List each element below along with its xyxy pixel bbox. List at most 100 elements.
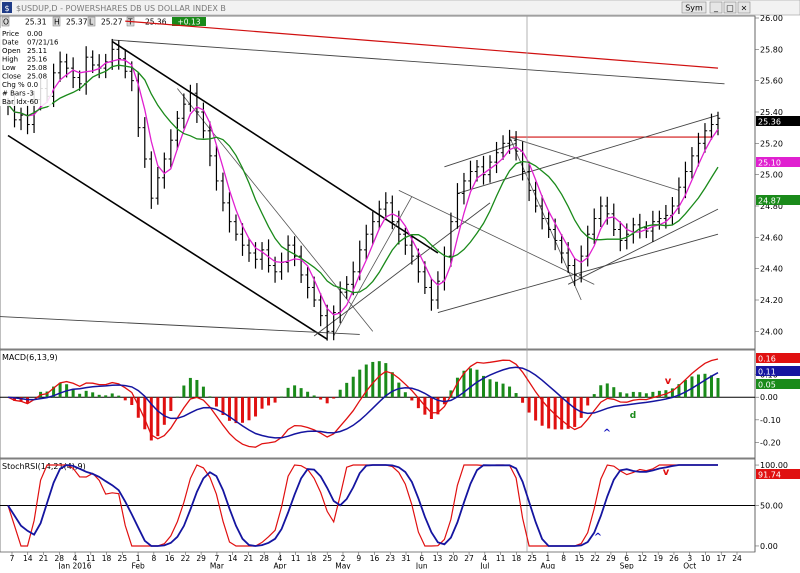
x-month-label: Jul [479, 562, 489, 570]
macd-hist-bar [580, 397, 583, 418]
price-tick-label: 25.60 [760, 77, 783, 86]
macd-hist-bar [319, 397, 322, 399]
price-label: 25.36 [756, 116, 800, 127]
macd-hist-bar [410, 397, 413, 400]
macd-hist-bar [515, 393, 518, 397]
x-day-label: 22 [181, 554, 191, 563]
open-label: O [3, 18, 9, 27]
x-day-label: 14 [228, 554, 238, 563]
macd-hist-bar [710, 375, 713, 397]
macd-hist-bar [684, 380, 687, 397]
x-day-label: 17 [716, 554, 726, 563]
info-label: Price [2, 30, 19, 38]
macd-hist-bar [267, 397, 270, 405]
x-day-label: 31 [401, 554, 411, 563]
x-month-label: May [335, 562, 351, 570]
macd-tick-label: -0.20 [760, 438, 781, 447]
macd-hist-bar [404, 392, 407, 397]
x-month-label: Jun [415, 562, 428, 570]
x-day-label: 25 [118, 554, 128, 563]
macd-hist-bar [156, 397, 159, 436]
info-value: 25.11 [27, 47, 47, 55]
x-day-label: 18 [102, 554, 112, 563]
chart-title: $USDUP,D - POWERSHARES DB US DOLLAR INDE… [16, 4, 226, 13]
price-tick-label: 24.60 [760, 233, 783, 242]
x-day-label: 23 [385, 554, 395, 563]
macd-hist-bar [332, 397, 335, 398]
info-label: Open [2, 47, 21, 55]
macd-title: MACD(6,13,9) [2, 353, 58, 362]
macd-hist-bar [300, 388, 303, 397]
macd-hist-bar [619, 392, 622, 397]
macd-hist-bar [560, 397, 563, 429]
macd-hist-bar [143, 397, 146, 429]
macd-hist-bar [612, 387, 615, 397]
macd-buy-marker: ^ [603, 428, 611, 439]
svg-text:25.36: 25.36 [758, 118, 781, 127]
price-tick-label: 26.00 [760, 14, 783, 23]
svg-text:0.16: 0.16 [758, 355, 776, 364]
x-day-label: 24 [732, 554, 742, 563]
macd-hist-label: 0.05 [756, 379, 800, 390]
macd-hist-bar [111, 393, 114, 397]
macd-hist-bar [234, 397, 237, 423]
info-label: High [2, 56, 18, 64]
macd-hist-bar [717, 378, 720, 397]
macd-hist-bar [208, 396, 211, 397]
macd-d-marker: d [630, 411, 636, 421]
symbol-button-label: Sym [685, 4, 703, 13]
info-value: 25.16 [27, 56, 48, 64]
macd-hist-bar [547, 397, 550, 428]
x-day-label: 22 [590, 554, 600, 563]
ma-fast-label: 25.10 [756, 157, 800, 168]
x-day-label: 10 [701, 554, 711, 563]
macd-hist-bar [534, 397, 537, 420]
macd-signal-label: 0.11 [756, 366, 800, 377]
x-day-label: 28 [259, 554, 269, 563]
svg-text:0.11: 0.11 [758, 368, 776, 377]
x-day-label: 18 [307, 554, 317, 563]
price-tick-label: 25.40 [760, 108, 783, 117]
maximize-icon: □ [726, 4, 734, 13]
x-day-label: 21 [244, 554, 254, 563]
x-month-label: Sep [620, 562, 634, 570]
macd-hist-bar [293, 385, 296, 397]
macd-hist-bar [606, 383, 609, 397]
macd-hist-bar [391, 372, 394, 397]
x-month-label: Mar [210, 562, 225, 570]
macd-hist-bar [651, 392, 654, 397]
macd-hist-bar [306, 392, 309, 397]
open-value: 25.31 [25, 18, 47, 27]
x-month-label: Jan 2016 [58, 562, 92, 570]
info-value: 0.00 [27, 30, 43, 38]
info-value: 07/21/16 [27, 39, 59, 47]
macd-hist-bar [632, 392, 635, 397]
x-day-label: 14 [23, 554, 33, 563]
macd-hist-bar [502, 384, 505, 398]
price-tick-label: 25.20 [760, 139, 783, 148]
macd-hist-bar [248, 397, 251, 420]
x-day-label: 16 [370, 554, 380, 563]
ma-slow-label: 24.87 [756, 195, 800, 206]
info-label: Chg % [2, 81, 25, 89]
macd-hist-bar [124, 397, 127, 400]
macd-hist-bar [397, 383, 400, 398]
macd-hist-bar [85, 391, 88, 397]
macd-hist-bar [215, 397, 218, 406]
close-value: 25.36 [145, 18, 167, 27]
info-value: 25.08 [27, 73, 47, 81]
macd-hist-bar [378, 361, 381, 397]
macd-hist-bar [163, 397, 166, 425]
info-label: Bar Idx [2, 98, 27, 106]
price-tick-label: 24.40 [760, 265, 783, 274]
macd-hist-bar [176, 397, 179, 398]
info-label: Date [2, 39, 19, 47]
macd-hist-bar [280, 397, 283, 398]
macd-hist-bar [495, 382, 498, 397]
macd-sell-marker: v [665, 376, 672, 387]
x-day-label: 27 [464, 554, 474, 563]
x-day-label: 19 [653, 554, 663, 563]
macd-hist-bar [345, 383, 348, 397]
macd-hist-bar [104, 395, 107, 397]
